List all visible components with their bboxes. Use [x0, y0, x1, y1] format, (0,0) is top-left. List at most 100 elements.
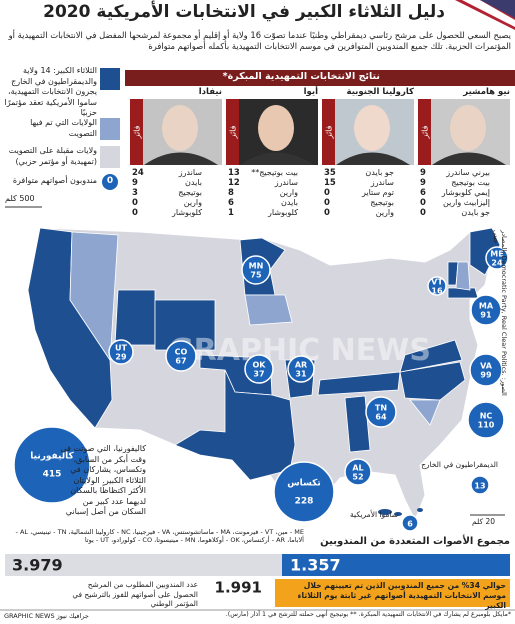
state-label: ME	[490, 250, 503, 259]
needed-label: عدد المندوبين المطلوب من المرشح الحصول ع…	[72, 580, 198, 608]
delegate-circle	[244, 354, 274, 384]
candidate-name: بوتيجيج	[370, 198, 394, 207]
candidate-name: بيت بوتيجيج**	[251, 168, 298, 177]
legend-super-tuesday: الثلاثاء الكبير: 14 ولاية والديمقراطيون …	[4, 66, 97, 117]
vote-count: 1	[228, 208, 234, 218]
candidate-name: إيمي كلوبوشار	[441, 188, 490, 197]
vote-count: 12	[228, 178, 240, 188]
candidate-name: بايدن	[185, 178, 202, 187]
delegate-circle	[241, 255, 271, 285]
vote-count: 0	[324, 198, 330, 208]
delegate-circle	[470, 475, 490, 495]
legend-swatch	[100, 146, 120, 168]
photo-face	[450, 105, 486, 151]
delegate-circle	[470, 294, 502, 326]
candidate-name: بيرني ساندرز	[446, 168, 490, 177]
state-label: كاليفورنيا	[30, 452, 74, 462]
candidate-name: بايدن	[281, 198, 298, 207]
state-label: OK	[253, 361, 267, 370]
candidate-name: ساندرز	[178, 168, 202, 177]
photo-face	[258, 105, 294, 151]
vote-count: 6	[228, 198, 234, 208]
delegate-count: 13	[474, 482, 485, 491]
photo-face	[354, 105, 390, 151]
awarded-bar	[282, 554, 510, 576]
delegate-count: 91	[480, 311, 492, 320]
total-value: 3.979	[12, 556, 63, 575]
legend-delegates: مندوبون أصواتهم متوافرة	[12, 176, 97, 185]
vote-count: 0	[420, 198, 426, 208]
scale-label: 500 كلم	[5, 194, 35, 203]
delegate-circle	[467, 401, 505, 439]
candidate-name: كلوبوشار	[268, 208, 298, 217]
candidate-name: بيت بوتيجيج	[451, 178, 490, 187]
state-label: CO	[175, 348, 188, 357]
photo-shoulders	[336, 152, 410, 165]
candidate-name: بوتيجيج	[178, 188, 202, 197]
vote-count: 9	[420, 178, 426, 188]
candidate-name: توم ستاير	[361, 188, 394, 197]
state-label: MA	[479, 302, 494, 311]
title: دليل الثلاثاء الكبير في الانتخابات الأمر…	[43, 2, 445, 22]
map-note: كاليفورنيا، التي صوتت في وقت أبكر من الس…	[60, 444, 146, 516]
delegate-count: 75	[250, 271, 262, 280]
state-label: VT	[431, 278, 443, 287]
awarded-value: 1.357	[290, 556, 341, 575]
delegate-circle	[108, 339, 134, 365]
vote-count: 9	[132, 178, 138, 188]
state-label: TN	[375, 404, 387, 413]
region-label: الديمقراطيون في الخارج	[421, 460, 498, 469]
delegate-circle	[469, 353, 503, 387]
delegate-circle	[273, 461, 335, 523]
abbreviations: ME - مين، VT - فيرمونت، MA - ماساتشوستس،…	[15, 528, 304, 544]
state-label: AL	[352, 464, 363, 473]
delegate-count: 67	[175, 357, 186, 366]
candidate-photo: فائز	[418, 99, 510, 165]
state-name: كارولينا الجنوبية	[346, 87, 414, 97]
candidate-name: وارين	[279, 188, 298, 197]
vote-count: 15	[324, 178, 336, 188]
candidate-name: كلوبوشار	[172, 208, 202, 217]
vote-count: 0	[324, 188, 330, 198]
delegate-count: 52	[352, 473, 363, 482]
delegate-count: 6	[407, 520, 413, 529]
winner-label: فائز	[229, 125, 238, 139]
winner-label: فائز	[325, 125, 334, 139]
candidate-name: ساندرز	[370, 178, 394, 187]
legend-delegates-sample: 0	[106, 176, 114, 186]
delegate-count: 16	[431, 287, 443, 296]
state-name: نيو هامشير	[463, 87, 510, 97]
state-label: AR	[295, 361, 307, 370]
vote-count: 24	[132, 168, 144, 178]
candidate-photo: فائز	[322, 99, 414, 165]
state-label: NC	[480, 412, 493, 421]
photo-shoulders	[432, 152, 506, 165]
candidate-photo: فائز	[226, 99, 318, 165]
delegate-circle	[485, 246, 509, 270]
intro: يصبح السعي للحصول على مرشح رئاسي ديمقراط…	[8, 30, 511, 51]
state-label: MN	[249, 262, 264, 271]
note-box	[275, 579, 510, 607]
vote-count: 0	[324, 208, 330, 218]
footnote: *مايكل بلومبرغ لم يشارك في الانتخابات ال…	[225, 611, 511, 618]
delegate-count: 24	[491, 259, 503, 268]
delegate-count: 110	[478, 421, 495, 430]
winner-label: فائز	[133, 125, 142, 139]
legend-voted: الولايات التي تم فيها التصويت	[30, 118, 97, 138]
photo-shoulders	[240, 152, 314, 165]
winner-tag	[130, 99, 143, 165]
delegate-count: 415	[43, 470, 62, 480]
candidate-photo: فائز	[130, 99, 222, 165]
winner-label: فائز	[421, 125, 430, 139]
vote-count: 8	[228, 188, 234, 198]
delegate-circle	[427, 276, 447, 296]
delegate-count: 31	[295, 370, 307, 379]
state-label: UT	[115, 344, 127, 353]
source: المصادر: Democratic Party, Real Clear Po…	[492, 230, 508, 396]
delegate-count: 64	[375, 413, 387, 422]
photo-face	[162, 105, 198, 151]
winner-tag	[418, 99, 431, 165]
delegate-circle	[287, 355, 315, 383]
